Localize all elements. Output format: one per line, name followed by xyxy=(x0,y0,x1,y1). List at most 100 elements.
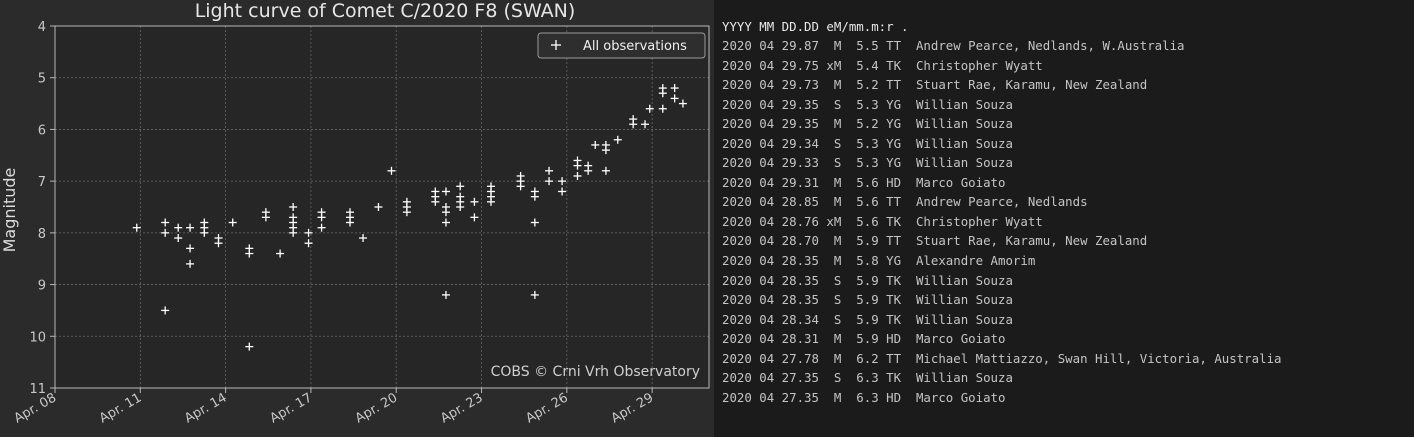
data-point xyxy=(658,104,667,113)
observation-row: 2020 04 29.31 M 5.6 HD Marco Goiato xyxy=(722,174,1006,190)
data-point xyxy=(658,89,667,98)
data-point xyxy=(545,166,554,175)
data-point xyxy=(228,218,237,227)
data-point xyxy=(456,203,465,211)
data-point xyxy=(245,249,254,258)
data-point xyxy=(200,228,209,237)
data-point xyxy=(629,120,638,129)
observation-row: 2020 04 28.85 M 5.6 TT Andrew Pearce, Ne… xyxy=(722,194,1088,210)
legend: All observations xyxy=(537,32,706,59)
data-point xyxy=(214,239,223,248)
data-point xyxy=(470,197,479,206)
data-point xyxy=(545,177,554,186)
legend-label: All observations xyxy=(583,39,687,54)
data-point xyxy=(387,166,396,175)
observation-row: 2020 04 29.87 M 5.5 TT Andrew Pearce, Ne… xyxy=(722,38,1185,53)
data-point xyxy=(678,99,687,108)
x-tick-label: Apr. 23 xyxy=(438,390,485,426)
credit-annotation: COBS © Crni Vrh Observatory xyxy=(491,364,700,380)
data-point xyxy=(431,197,440,206)
data-point xyxy=(317,223,326,232)
observation-row: 2020 04 28.31 M 5.9 HD Marco Goiato xyxy=(722,331,1006,347)
observation-row: 2020 04 27.35 M 6.3 HD Marco Goiato xyxy=(722,389,1006,405)
data-point xyxy=(245,342,254,351)
data-point xyxy=(374,203,383,211)
observation-row: 2020 04 29.73 M 5.2 TT Stuart Rae, Karam… xyxy=(722,77,1148,93)
light-curve-chart: 4 5 6 7 8 9 10 11 Apr. 08 Apr. 11 Apr. 14 Apr. 17 Ap… xyxy=(0,0,710,427)
data-point xyxy=(186,223,195,232)
data-point xyxy=(161,218,170,227)
data-point xyxy=(276,249,285,258)
data-point xyxy=(441,187,450,196)
data-point xyxy=(304,239,313,248)
observations-header: YYYY MM DD.DD eM/mm.m:r . xyxy=(722,19,909,34)
observations-list: 2020 04 29.87 M 5.5 TT Andrew Pearce, Ne… xyxy=(722,36,1282,407)
data-point xyxy=(186,259,195,268)
observation-row: 2020 04 28.76 xM 5.6 TK Christopher Wyat… xyxy=(722,213,1043,229)
plot-frame xyxy=(54,25,710,389)
data-point xyxy=(289,203,298,211)
observation-row: 2020 04 29.35 M 5.2 YG Willian Souza xyxy=(722,116,1013,132)
observation-row: 2020 04 28.34 S 5.9 TK Willian Souza xyxy=(722,311,1013,327)
y-tick-label: 7 xyxy=(38,175,46,190)
data-point xyxy=(573,161,582,170)
x-tick-label: Apr. 29 xyxy=(609,390,656,426)
observation-row: 2020 04 28.35 S 5.9 TK Willian Souza xyxy=(722,272,1013,288)
x-tick-label: Apr. 26 xyxy=(523,390,570,426)
y-tick-label: 10 xyxy=(29,330,46,345)
observation-row: 2020 04 29.33 S 5.3 YG Willian Souza xyxy=(722,155,1013,171)
x-tick-label: Apr. 14 xyxy=(182,390,229,426)
data-point xyxy=(670,94,679,103)
data-point xyxy=(317,213,326,222)
data-point xyxy=(573,171,582,180)
x-tick-label: Apr. 17 xyxy=(267,390,314,426)
data-point xyxy=(558,177,567,186)
y-tick-label: 4 xyxy=(38,20,46,35)
chart-title: Light curve of Comet C/2020 F8 (SWAN) xyxy=(195,0,576,22)
data-point xyxy=(304,228,313,237)
data-point xyxy=(591,140,600,149)
data-point xyxy=(613,135,622,144)
data-point xyxy=(584,166,593,175)
data-point xyxy=(261,213,270,222)
data-point xyxy=(645,104,654,113)
data-point xyxy=(516,182,525,191)
observation-row: 2020 04 27.35 S 6.3 TK Willian Souza xyxy=(722,370,1013,386)
data-point xyxy=(470,213,479,222)
legend-box xyxy=(537,32,706,59)
legend-marker-icon xyxy=(551,40,561,50)
data-point xyxy=(456,182,465,191)
data-point xyxy=(530,290,539,299)
y-axis-title: Magnitude xyxy=(0,168,19,253)
x-tick-label: Apr. 20 xyxy=(353,390,400,426)
data-points xyxy=(132,84,687,351)
observation-row: 2020 04 29.34 S 5.3 YG Willian Souza xyxy=(722,135,1013,151)
observation-row: 2020 04 28.35 M 5.8 YG Alexandre Amorim xyxy=(722,253,1036,269)
data-point xyxy=(670,84,679,93)
observations-list-panel: YYYY MM DD.DD eM/mm.m:r . 2020 04 29.87 … xyxy=(714,0,1414,437)
data-point xyxy=(558,187,567,196)
observation-row: 2020 04 28.35 S 5.9 TK Willian Souza xyxy=(722,292,1013,308)
data-point xyxy=(174,223,183,232)
observation-row: 2020 04 27.78 M 6.2 TT Michael Mattiazzo… xyxy=(722,350,1282,366)
data-point xyxy=(441,290,450,299)
observation-row: 2020 04 28.70 M 5.9 TT Stuart Rae, Karam… xyxy=(722,233,1148,249)
y-tick-label: 11 xyxy=(29,382,46,397)
data-point xyxy=(132,223,141,232)
data-point xyxy=(174,234,183,243)
data-point xyxy=(359,234,368,243)
y-tick-label: 5 xyxy=(38,72,46,87)
data-point xyxy=(441,218,450,227)
data-point xyxy=(530,218,539,227)
observation-row: 2020 04 29.75 xM 5.4 TK Christopher Wyat… xyxy=(722,57,1043,73)
data-point xyxy=(186,244,195,253)
data-point xyxy=(601,166,610,175)
data-point xyxy=(530,192,539,201)
y-tick-label: 8 xyxy=(38,227,46,242)
data-point xyxy=(161,306,170,315)
data-point xyxy=(289,228,298,237)
observation-row: 2020 04 29.35 S 5.3 YG Willian Souza xyxy=(722,96,1013,112)
y-tick-label: 6 xyxy=(38,123,46,138)
data-point xyxy=(402,208,411,217)
